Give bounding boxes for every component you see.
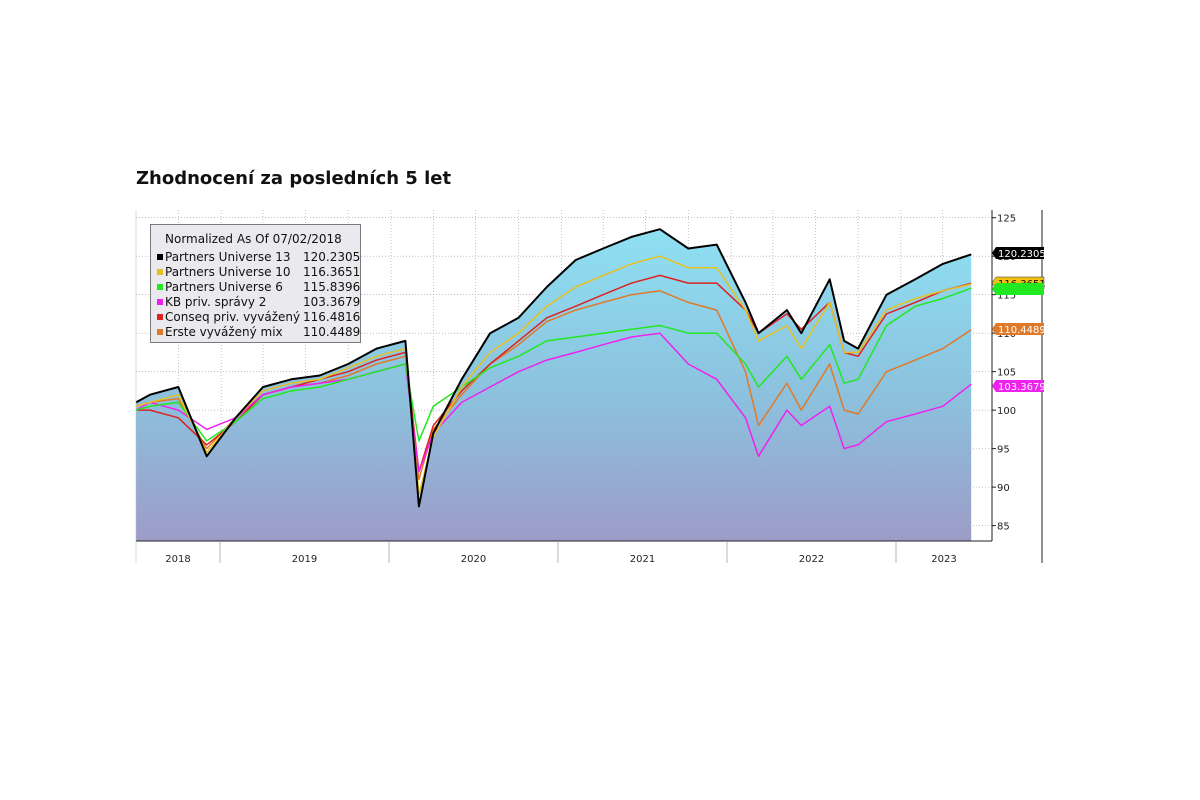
last-value-tag [992, 247, 1044, 259]
x-tick-label: 2021 [630, 554, 655, 565]
legend-label: Partners Universe 13 [165, 250, 291, 264]
legend-swatch [157, 269, 163, 275]
y-tick-label: 90 [997, 483, 1010, 494]
series-line [135, 287, 972, 442]
legend-item: Partners Universe 6 115.8396 [157, 280, 361, 295]
y-tick-label: 100 [997, 406, 1016, 417]
y-tick-label: 125 [997, 214, 1016, 225]
legend-value: 116.4816 [303, 310, 361, 324]
last-value-tag [992, 283, 1044, 295]
last-value-tag [992, 323, 1044, 335]
x-tick-label: 2019 [292, 554, 317, 565]
series-line [135, 255, 972, 496]
last-value-label: 103.3679 [998, 382, 1046, 393]
legend-label: Partners Universe 10 [165, 265, 291, 279]
y-tick-label: 95 [997, 445, 1010, 456]
last-value-label: 110.4489 [998, 325, 1046, 336]
legend-label: Partners Universe 6 [165, 280, 283, 294]
series-line [135, 228, 972, 508]
last-value-tag [992, 380, 1044, 392]
legend-item: Partners Universe 10 116.3651 [157, 265, 361, 280]
legend-value: 115.8396 [303, 280, 361, 294]
y-tick-label: 105 [997, 368, 1016, 379]
legend-title: Normalized As Of 07/02/2018 [165, 232, 342, 246]
y-tick-label: 115 [997, 291, 1016, 302]
legend-item: KB priv. správy 2 103.3679 [157, 295, 361, 310]
legend-swatch [157, 284, 163, 290]
series-line [135, 332, 972, 473]
x-tick-label: 2018 [165, 554, 190, 565]
last-value-label: 120.2305 [998, 249, 1046, 260]
legend-value: 103.3679 [303, 295, 361, 309]
legend-label: KB priv. správy 2 [165, 295, 267, 309]
chart-legend: Normalized As Of 07/02/2018 Partners Uni… [150, 224, 361, 343]
x-tick-label: 2023 [931, 554, 956, 565]
x-tick-label: 2022 [799, 554, 824, 565]
legend-item: Partners Universe 13 120.2305 [157, 250, 361, 265]
legend-item: Conseq priv. vyvážený 116.4816 [157, 310, 361, 325]
legend-swatch [157, 299, 163, 305]
legend-value: 120.2305 [303, 250, 361, 264]
chart-title: Zhodnocení za posledních 5 let [136, 168, 452, 189]
area-fill [136, 229, 972, 541]
legend-label: Conseq priv. vyvážený [165, 310, 301, 324]
y-tick-label: 85 [997, 522, 1010, 533]
legend-value: 116.3651 [303, 265, 361, 279]
legend-swatch [157, 314, 163, 320]
legend-label: Erste vyvážený mix [165, 325, 283, 339]
legend-swatch [157, 329, 163, 335]
legend-value: 110.4489 [303, 325, 361, 339]
legend-swatch [157, 254, 163, 260]
legend-item: Erste vyvážený mix 110.4489 [157, 325, 361, 340]
x-tick-label: 2020 [461, 554, 486, 565]
